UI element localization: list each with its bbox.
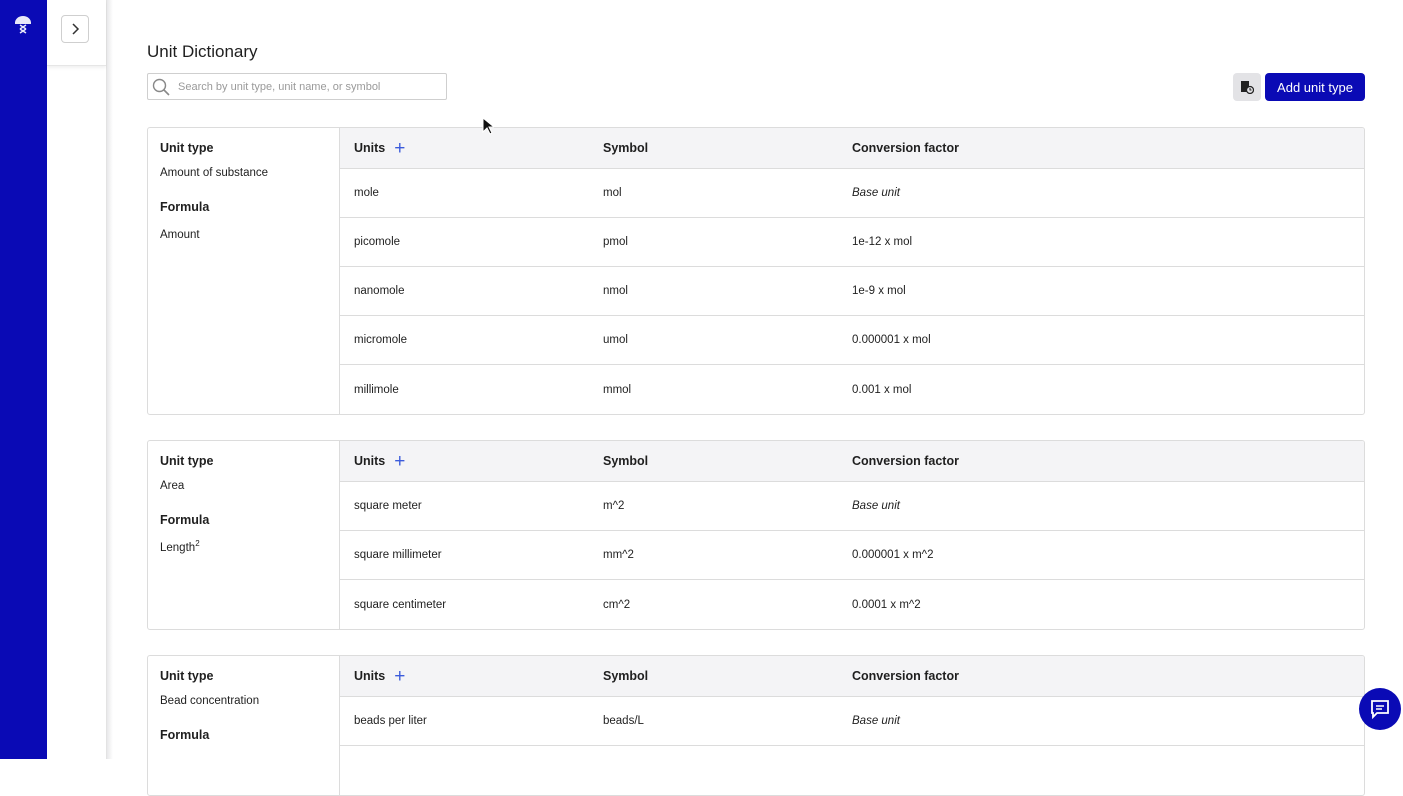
conversion-factor: Base unit [852,715,900,727]
add-unit-plus-icon[interactable]: + [394,137,406,159]
unit-row[interactable]: square millimeter mm^2 0.000001 x m^2 [340,531,1364,580]
add-unit-plus-icon[interactable]: + [394,450,406,472]
unit-symbol: mol [603,187,622,199]
add-unit-type-button[interactable]: Add unit type [1265,73,1365,101]
symbol-header: Symbol [603,454,649,468]
unit-row[interactable]: beads per liter beads/L Base unit [340,697,1364,746]
unit-symbol: nmol [603,285,628,297]
unit-row[interactable]: millimole mmol 0.001 x mol [340,365,1364,414]
units-header: Units [354,454,386,468]
unit-symbol: pmol [603,236,628,248]
unit-name: square meter [354,500,422,512]
unit-type-label: Unit type [160,141,214,155]
search-field[interactable] [147,73,447,100]
unit-type-value: Amount of substance [160,167,269,179]
unit-row[interactable]: micromole umol 0.000001 x mol [340,316,1364,365]
logo-icon[interactable] [12,14,34,43]
chat-button[interactable] [1359,688,1401,730]
formula-value: Amount [160,228,200,241]
unit-row[interactable]: picomole pmol 1e-12 x mol [340,218,1364,267]
formula-value: Length2 [160,539,200,554]
unit-name: mole [354,187,379,199]
history-button[interactable] [1233,73,1261,101]
symbol-header: Symbol [603,141,649,155]
conversion-factor: Base unit [852,187,900,199]
unit-type-value: Bead concentration [160,695,260,707]
unit-row[interactable]: square meter m^2 Base unit [340,482,1364,531]
conversion-factor: 0.001 x mol [852,383,912,396]
conversion-factor: Base unit [852,500,900,512]
side-panel [47,0,107,759]
unit-symbol: cm^2 [603,598,631,611]
search-icon [152,78,170,96]
conversion-factor: 1e-12 x mol [852,236,913,248]
conversion-header: Conversion factor [852,669,959,683]
unit-symbol: umol [603,334,628,346]
unit-type-card: Unit type Amount of substance Formula Am… [147,127,1365,415]
conversion-header: Conversion factor [852,454,959,468]
formula-label: Formula [160,728,210,742]
unit-symbol: m^2 [603,500,625,512]
unit-name: picomole [354,236,401,248]
unit-type-label: Unit type [160,454,214,468]
expand-sidebar-button[interactable] [61,15,89,43]
conversion-factor: 0.000001 x m^2 [852,549,934,561]
chevron-right-icon [72,23,80,35]
history-icon [1241,81,1254,94]
unit-symbol: mm^2 [603,549,634,561]
formula-label: Formula [160,200,210,214]
unit-row[interactable]: nanomole nmol 1e-9 x mol [340,267,1364,316]
search-input[interactable] [178,80,446,93]
conversion-factor: 0.0001 x m^2 [852,598,921,611]
unit-type-label: Unit type [160,669,214,683]
conversion-factor: 1e-9 x mol [852,285,906,297]
mouse-cursor-icon [482,117,494,135]
chat-icon [1371,700,1389,719]
unit-name: millimole [354,383,399,396]
page-title: Unit Dictionary [147,42,258,61]
unit-type-card: Unit type Bead concentration Formula Uni… [147,655,1365,796]
unit-symbol: beads/L [603,715,644,727]
unit-row[interactable]: square centimeter cm^2 0.0001 x m^2 [340,580,1364,629]
conversion-factor: 0.000001 x mol [852,334,931,346]
unit-type-card: Unit type Area Formula Length2 Units + Sy… [147,440,1365,630]
conversion-header: Conversion factor [852,141,959,155]
app-rail [0,0,47,759]
unit-type-value: Area [160,480,185,492]
symbol-header: Symbol [603,669,649,683]
unit-symbol: mmol [603,383,632,396]
unit-name: micromole [354,334,408,346]
unit-row[interactable]: mole mol Base unit [340,169,1364,218]
units-header: Units [354,669,386,683]
unit-name: beads per liter [354,715,427,727]
unit-name: square centimeter [354,598,447,611]
unit-name: nanomole [354,285,405,297]
unit-row[interactable] [340,746,1364,795]
unit-name: square millimeter [354,549,442,561]
units-header: Units [354,141,386,155]
add-unit-plus-icon[interactable]: + [394,665,406,687]
formula-label: Formula [160,513,210,527]
